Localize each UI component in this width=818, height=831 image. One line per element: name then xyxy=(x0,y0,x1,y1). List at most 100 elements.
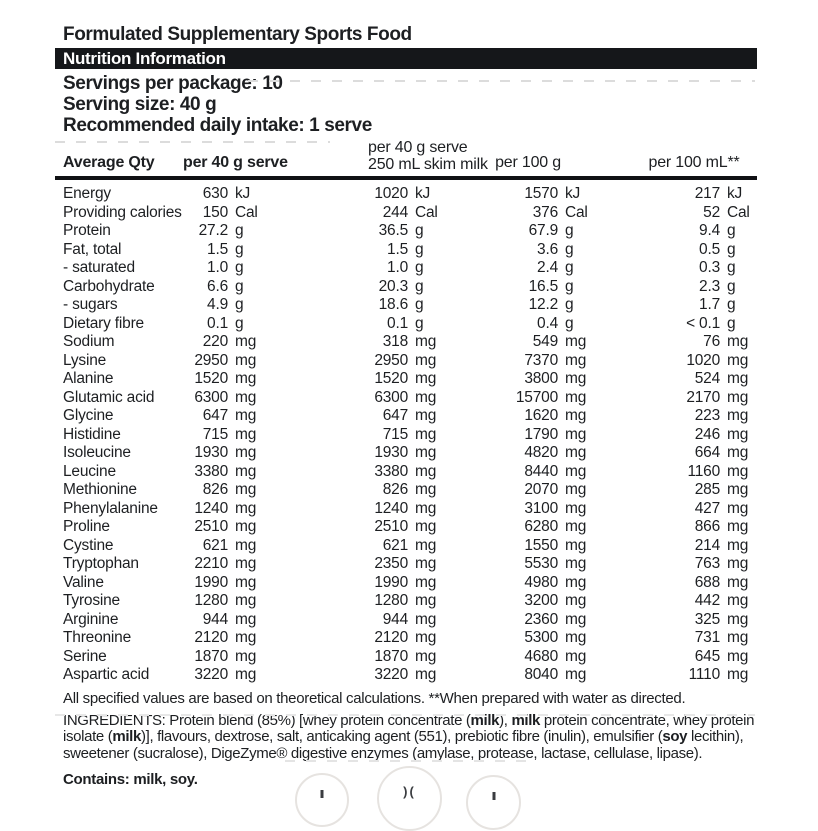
table-row: Fat, total 1.5 g 1.5 g 3.6 g 0.5 g xyxy=(63,241,757,260)
unit-per-100g: g xyxy=(565,222,574,239)
unit-per-100mL: mg xyxy=(727,629,749,646)
unit-per-100mL: mg xyxy=(727,370,749,387)
badge-glyph-fragment: )( xyxy=(403,784,416,799)
value-per-40g-serve: 826 xyxy=(202,481,228,498)
unit-per-100g: mg xyxy=(565,499,587,517)
unit-per-100mL: mg xyxy=(727,481,749,498)
unit-per-40g-serve: mg xyxy=(235,610,257,628)
value-per-40g-serve: 6.6 xyxy=(207,277,228,295)
value-per-100g: 7370 xyxy=(524,351,558,369)
unit-per-40g-skim-milk: mg xyxy=(415,351,437,369)
value-per-40g-serve: 715 xyxy=(202,425,228,443)
unit-per-40g-skim-milk: mg xyxy=(415,388,437,406)
nutrient-name: Methionine xyxy=(63,481,137,498)
unit-per-100mL: mg xyxy=(727,666,749,683)
value-per-100mL: 246 xyxy=(694,425,720,443)
value-per-100mL: 0.3 xyxy=(699,259,720,276)
value-per-100mL: 1110 xyxy=(688,666,721,683)
value-per-40g-serve: 647 xyxy=(202,407,228,424)
table-row: Arginine 944 mg 944 mg 2360 mg 325 mg xyxy=(63,611,757,630)
value-per-100g: 8440 xyxy=(524,462,558,480)
scan-artifact-dashed-line xyxy=(248,80,755,82)
nutrient-name: Arginine xyxy=(63,610,119,628)
value-per-100g: 3800 xyxy=(524,370,558,387)
unit-per-100g: mg xyxy=(565,333,587,350)
unit-per-100mL: mg xyxy=(727,425,749,443)
value-per-40g-skim-milk: 1280 xyxy=(374,592,408,609)
table-row: Providing calories 150 Cal 244 Cal 376 C… xyxy=(63,204,757,223)
unit-per-100mL: g xyxy=(727,240,736,258)
nutrient-name: Proline xyxy=(63,518,110,535)
value-per-100g: 4820 xyxy=(524,444,558,461)
unit-per-100g: mg xyxy=(565,407,587,424)
unit-per-40g-serve: mg xyxy=(235,370,257,387)
table-row: Tyrosine 1280 mg 1280 mg 3200 mg 442 mg xyxy=(63,592,757,611)
unit-per-40g-serve: mg xyxy=(235,407,257,424)
nutrient-name: Lysine xyxy=(63,351,107,369)
value-per-40g-serve: 1.0 xyxy=(207,259,228,276)
unit-per-40g-skim-milk: mg xyxy=(415,592,437,609)
value-per-40g-skim-milk: 621 xyxy=(382,536,408,554)
value-per-100mL: 664 xyxy=(694,444,720,461)
value-per-100mL: 285 xyxy=(694,481,720,498)
value-per-40g-serve: 4.9 xyxy=(207,296,228,313)
unit-per-100g: g xyxy=(565,259,574,276)
nutrient-name: Glutamic acid xyxy=(63,388,155,406)
value-per-40g-serve: 1520 xyxy=(194,370,228,387)
unit-per-40g-serve: mg xyxy=(235,333,257,350)
product-type-title: Formulated Supplementary Sports Food xyxy=(63,24,412,45)
value-per-40g-skim-milk: 1520 xyxy=(374,370,408,387)
unit-per-100g: mg xyxy=(565,481,587,498)
unit-per-100g: mg xyxy=(565,518,587,535)
unit-per-40g-skim-milk: mg xyxy=(415,555,437,572)
unit-per-40g-skim-milk: mg xyxy=(415,370,437,387)
unit-per-40g-serve: mg xyxy=(235,518,257,535)
value-per-100mL: 442 xyxy=(694,592,720,609)
value-per-40g-skim-milk: 36.5 xyxy=(378,222,409,239)
unit-per-40g-skim-milk: mg xyxy=(415,629,437,646)
value-per-40g-skim-milk: 20.3 xyxy=(378,277,409,295)
nutrition-information-bar-label: Nutrition Information xyxy=(63,49,226,68)
value-per-100g: 2.4 xyxy=(537,259,558,276)
value-per-40g-serve: 3380 xyxy=(194,462,228,480)
certification-badge-icon xyxy=(466,775,521,830)
unit-per-100g: g xyxy=(565,314,574,332)
value-per-100mL: 325 xyxy=(694,610,720,628)
value-per-100g: 5530 xyxy=(524,555,558,572)
nutrient-name: Dietary fibre xyxy=(63,314,144,332)
nutrient-name: Fat, total xyxy=(63,240,122,258)
table-row: Valine 1990 mg 1990 mg 4980 mg 688 mg xyxy=(63,574,757,593)
value-per-40g-serve: 2210 xyxy=(194,555,228,572)
value-per-40g-serve: 1990 xyxy=(194,573,228,591)
value-per-40g-serve: 1930 xyxy=(194,444,228,461)
certification-badge-icon: )( xyxy=(377,766,442,831)
table-row: Alanine 1520 mg 1520 mg 3800 mg 524 mg xyxy=(63,370,757,389)
nutrient-name: Leucine xyxy=(63,462,116,480)
nutrient-name: Histidine xyxy=(63,425,121,443)
allergen-contains-statement: Contains: milk, soy. xyxy=(63,771,198,788)
unit-per-100mL: mg xyxy=(727,333,749,350)
unit-per-40g-skim-milk: g xyxy=(415,240,424,258)
value-per-100g: 3.6 xyxy=(537,240,558,258)
unit-per-40g-skim-milk: mg xyxy=(415,666,437,683)
value-per-40g-skim-milk: 2510 xyxy=(374,518,408,535)
table-row: - sugars 4.9 g 18.6 g 12.2 g 1.7 g xyxy=(63,296,757,315)
unit-per-40g-serve: mg xyxy=(235,536,257,554)
unit-per-100mL: g xyxy=(727,314,736,332)
value-per-40g-serve: 2120 xyxy=(194,629,228,646)
unit-per-100g: mg xyxy=(565,610,587,628)
value-per-40g-skim-milk: 944 xyxy=(382,610,408,628)
unit-per-40g-serve: g xyxy=(235,222,244,239)
unit-per-100g: mg xyxy=(565,592,587,609)
value-per-100mL: 688 xyxy=(694,573,720,591)
value-per-100g: 16.5 xyxy=(528,277,559,295)
scan-artifact-dashed-line xyxy=(55,714,755,716)
unit-per-100mL: mg xyxy=(727,592,749,609)
value-per-100g: 8040 xyxy=(524,666,558,683)
serving-info-block: Servings per package: 10 Serving size: 4… xyxy=(55,73,757,136)
nutrition-table-body: Energy 630 kJ 1020 kJ 1570 kJ 217 kJ Pro… xyxy=(55,185,757,685)
unit-per-100mL: kJ xyxy=(727,185,743,202)
value-per-100mL: 763 xyxy=(694,555,720,572)
unit-per-40g-serve: mg xyxy=(235,666,257,683)
unit-per-100g: mg xyxy=(565,462,587,480)
